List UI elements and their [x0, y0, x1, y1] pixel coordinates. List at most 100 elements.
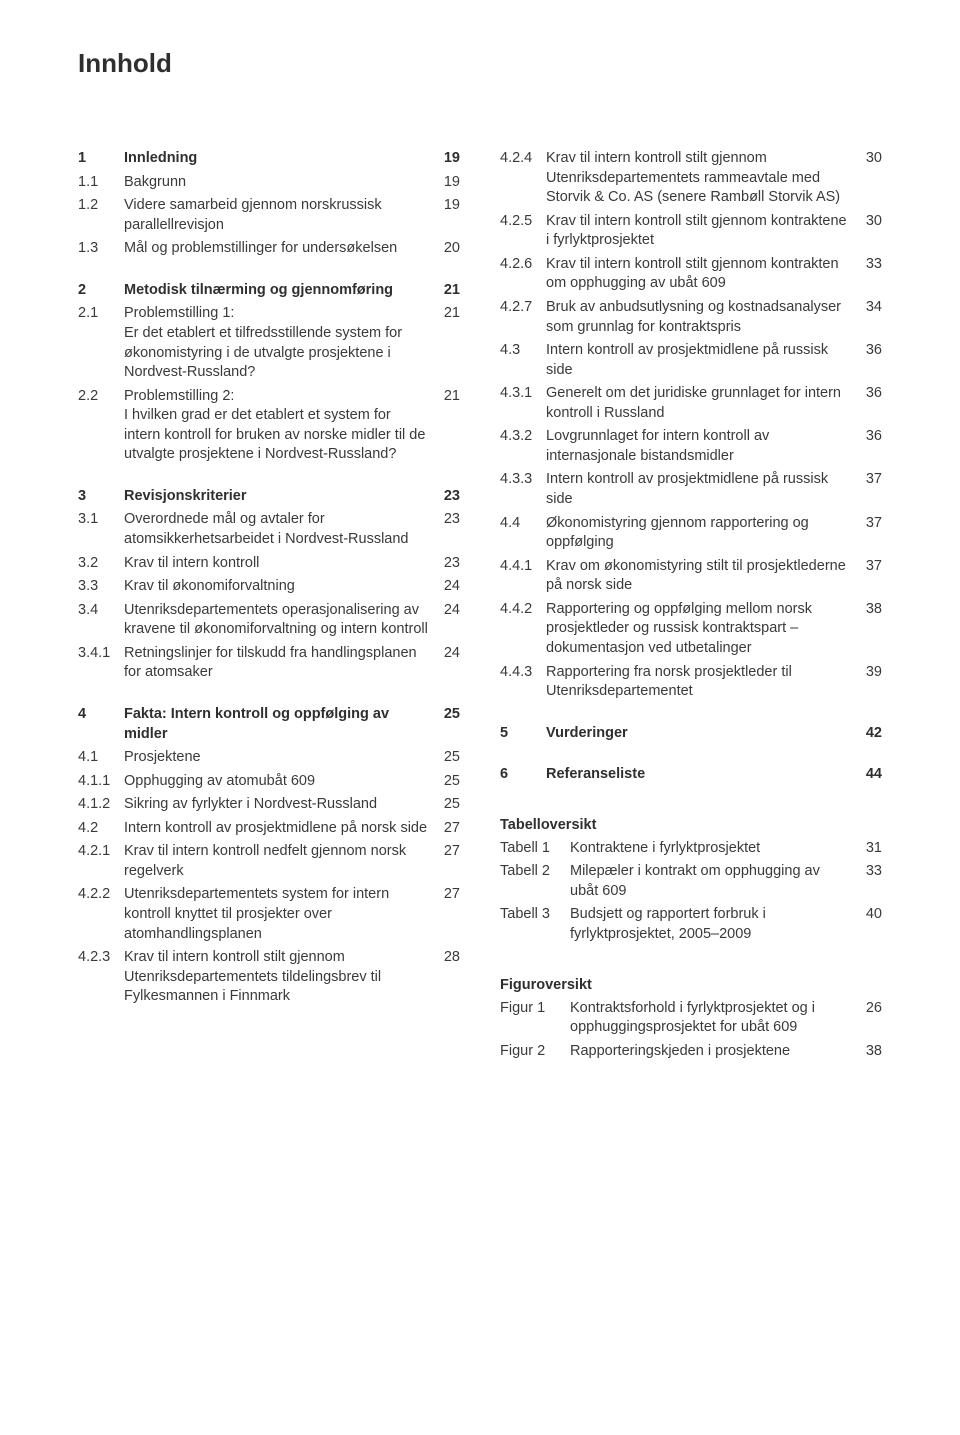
toc-entry-title: Mål og problemstillinger for undersøkels…	[124, 239, 434, 259]
list-entry: Tabell 2Milepæler i kontrakt om opphuggi…	[500, 862, 882, 901]
toc-entry-title: Problemstilling 2: I hvilken grad er det…	[124, 387, 434, 465]
toc-entry: 1Innledning19	[78, 149, 460, 169]
toc-gap	[78, 263, 460, 281]
toc-entry: 1.1Bakgrunn19	[78, 173, 460, 193]
tabell-heading: Tabelloversikt	[500, 817, 882, 833]
document-page: Innhold 1Innledning191.1Bakgrunn191.2Vid…	[0, 0, 960, 1125]
toc-entry-number: 4.4.2	[500, 600, 546, 620]
toc-entry-number: 4.2.3	[78, 948, 124, 968]
list-entry-label: Tabell 1	[500, 839, 570, 859]
list-entry: Figur 2Rapporteringskjeden i prosjektene…	[500, 1042, 882, 1062]
figur-heading: Figuroversikt	[500, 977, 882, 993]
toc-entry: 4.2.4Krav til intern kontroll stilt gjen…	[500, 149, 882, 208]
toc-entry-number: 1.3	[78, 239, 124, 259]
toc-entry-page: 27	[434, 842, 460, 862]
toc-entry-page: 38	[856, 600, 882, 620]
toc-entry-page: 23	[434, 487, 460, 507]
list-entry-label: Figur 1	[500, 999, 570, 1019]
toc-entry: 4.2.7Bruk av anbudsutlysning og kostnads…	[500, 298, 882, 337]
toc-entry-title: Krav til intern kontroll nedfelt gjennom…	[124, 842, 434, 881]
toc-entry-title: Innledning	[124, 149, 434, 169]
toc-entry-page: 30	[856, 212, 882, 232]
toc-entry-title: Generelt om det juridiske grunnlaget for…	[546, 384, 856, 423]
toc-entry: 4.4.2Rapportering og oppfølging mellom n…	[500, 600, 882, 659]
toc-entry: 1.3Mål og problemstillinger for undersøk…	[78, 239, 460, 259]
toc-entry-number: 1.1	[78, 173, 124, 193]
toc-entry: 4.2.1Krav til intern kontroll nedfelt gj…	[78, 842, 460, 881]
list-entry-label: Tabell 3	[500, 905, 570, 925]
toc-entry: 1.2Videre samarbeid gjennom norsk­russis…	[78, 196, 460, 235]
toc-entry-page: 23	[434, 554, 460, 574]
toc-entry: 4.3.2Lovgrunnlaget for intern kontroll a…	[500, 427, 882, 466]
toc-entry: 4.2.6Krav til intern kontroll stilt gjen…	[500, 255, 882, 294]
toc-entry-title: Intern kontroll av prosjektmidlene på no…	[124, 819, 434, 839]
toc-entry: 4.4.1Krav om økonomistyring stilt til pr…	[500, 557, 882, 596]
toc-entry: 3Revisjonskriterier23	[78, 487, 460, 507]
toc-gap	[78, 469, 460, 487]
toc-entry-number: 4.1	[78, 748, 124, 768]
list-entry-page: 26	[856, 999, 882, 1019]
toc-entry-page: 21	[434, 304, 460, 324]
toc-entry-number: 4.1.2	[78, 795, 124, 815]
toc-entry-title: Intern kontroll av prosjektmidlene på ru…	[546, 341, 856, 380]
toc-entry-number: 4.2.1	[78, 842, 124, 862]
list-entry-page: 33	[856, 862, 882, 882]
toc-entry-title: Videre samarbeid gjennom norsk­russisk p…	[124, 196, 434, 235]
toc-entry-page: 37	[856, 470, 882, 490]
toc-entry-page: 36	[856, 427, 882, 447]
toc-entry-title: Bakgrunn	[124, 173, 434, 193]
list-entry-label: Tabell 2	[500, 862, 570, 882]
toc-gap	[500, 747, 882, 765]
toc-entry-title: Rapportering og oppfølging mellom norsk …	[546, 600, 856, 659]
toc-entry-number: 2	[78, 281, 124, 301]
toc-entry-page: 27	[434, 885, 460, 905]
toc-entry-page: 33	[856, 255, 882, 275]
toc-entry-number: 4.2.7	[500, 298, 546, 318]
toc-entry: 4.2Intern kontroll av prosjektmidlene på…	[78, 819, 460, 839]
toc-entry: 5Vurderinger42	[500, 724, 882, 744]
toc-gap	[500, 789, 882, 817]
toc-entry-number: 3.3	[78, 577, 124, 597]
toc-entry-title: Økonomistyring gjennom rapportering og o…	[546, 514, 856, 553]
toc-entry-title: Utenriksdepartementets system for intern…	[124, 885, 434, 944]
toc-entry: 2.2Problemstilling 2: I hvilken grad er …	[78, 387, 460, 465]
toc-entry-page: 34	[856, 298, 882, 318]
toc-left-column: 1Innledning191.1Bakgrunn191.2Videre sama…	[78, 149, 460, 1065]
toc-entry: 3.4Utenriksdepartementets operasjonalise…	[78, 601, 460, 640]
toc-entry-title: Referanseliste	[546, 765, 856, 785]
toc-entry: 4.3.1Generelt om det juridiske grunnlage…	[500, 384, 882, 423]
toc-entry-number: 2.1	[78, 304, 124, 324]
toc-entry-number: 5	[500, 724, 546, 744]
toc-entry-title: Krav til intern kontroll	[124, 554, 434, 574]
toc-entry-page: 39	[856, 663, 882, 683]
toc-entry-number: 4.1.1	[78, 772, 124, 792]
toc-entry-page: 44	[856, 765, 882, 785]
toc-entry-page: 36	[856, 341, 882, 361]
toc-entry-title: Krav til økonomiforvaltning	[124, 577, 434, 597]
toc-entry-number: 4.3.2	[500, 427, 546, 447]
toc-entry: 4.2.3Krav til intern kontroll stilt gjen…	[78, 948, 460, 1007]
list-entry: Tabell 1Kontraktene i fyrlyktprosjektet3…	[500, 839, 882, 859]
toc-entry-number: 4.4	[500, 514, 546, 534]
toc-entry-title: Krav om økonomistyring stilt til prosjek…	[546, 557, 856, 596]
toc-entry: 4.1Prosjektene25	[78, 748, 460, 768]
toc-entry-page: 36	[856, 384, 882, 404]
list-entry: Figur 1Kontraktsforhold i fyrlykt­prosje…	[500, 999, 882, 1038]
toc-entry: 4.1.2Sikring av fyrlykter i Nordvest-Rus…	[78, 795, 460, 815]
toc-entry-number: 3.4.1	[78, 644, 124, 664]
toc-entry-page: 37	[856, 557, 882, 577]
toc-entry-number: 4.2.4	[500, 149, 546, 169]
toc-entry-page: 37	[856, 514, 882, 534]
toc-entry-title: Krav til intern kontroll stilt gjennom U…	[546, 149, 856, 208]
toc-entry-number: 3.1	[78, 510, 124, 530]
toc-entry-title: Krav til intern kontroll stilt gjennom k…	[546, 255, 856, 294]
toc-entry-number: 4.4.1	[500, 557, 546, 577]
toc-entry-number: 4.2.5	[500, 212, 546, 232]
list-entry-title: Kontraktene i fyrlyktprosjektet	[570, 839, 856, 859]
toc-entry-number: 3.2	[78, 554, 124, 574]
toc-entry-page: 25	[434, 772, 460, 792]
toc-entry-number: 6	[500, 765, 546, 785]
toc-entry: 4.3Intern kontroll av prosjektmidlene på…	[500, 341, 882, 380]
toc-entry-page: 19	[434, 196, 460, 216]
toc-entry-number: 4	[78, 705, 124, 725]
